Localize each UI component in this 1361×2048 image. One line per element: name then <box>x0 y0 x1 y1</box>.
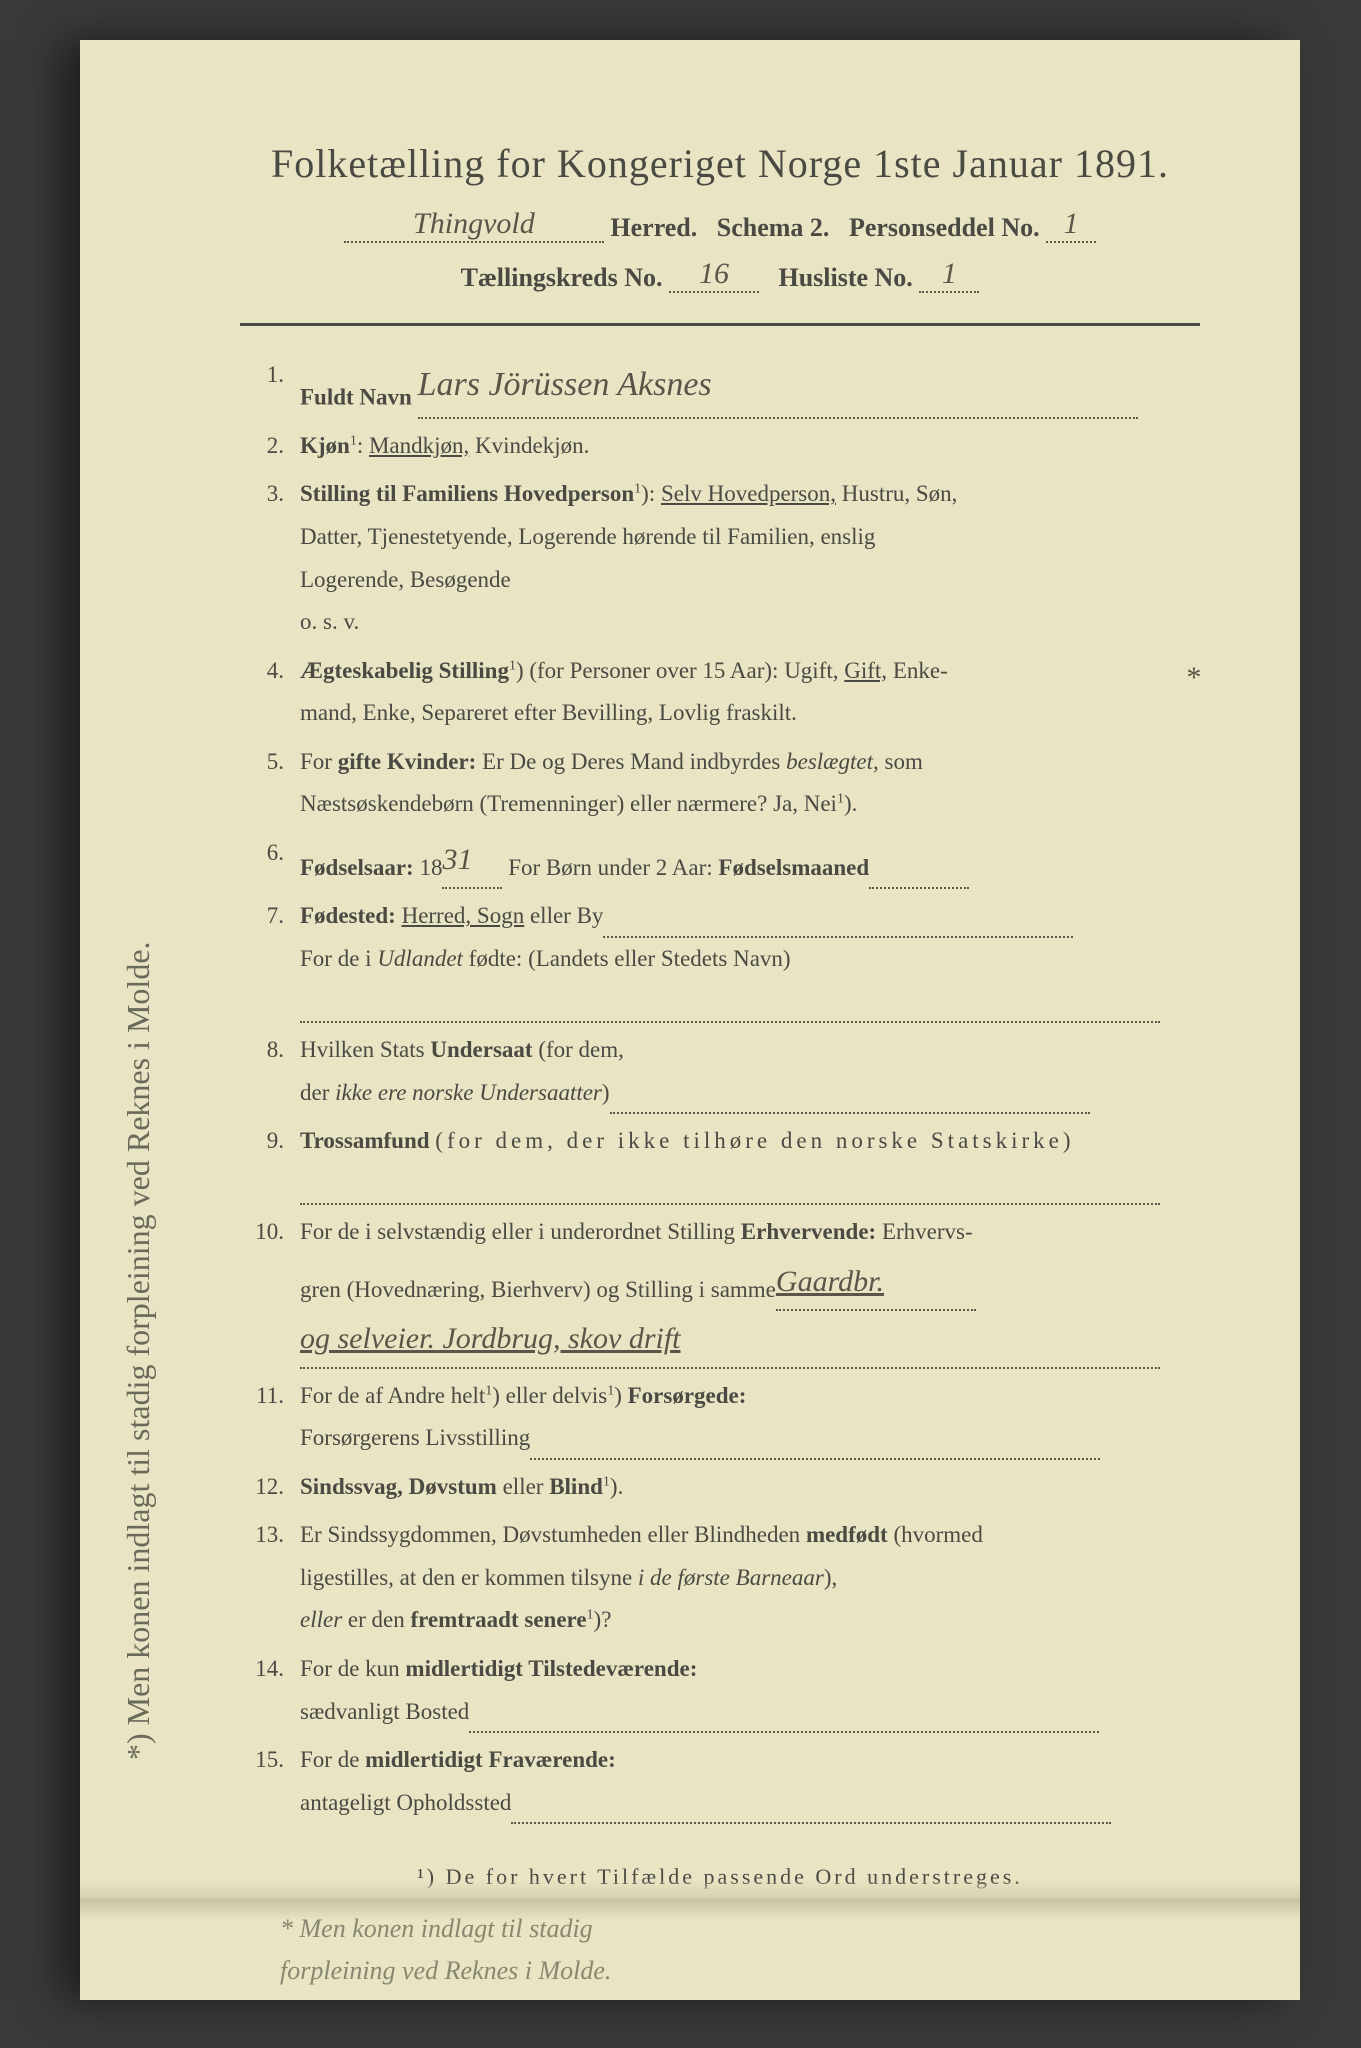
item-num: 2. <box>240 425 300 468</box>
paper-tear <box>80 1880 1300 1920</box>
item-12: 12. Sindssvag, Døvstum eller Blind1). <box>240 1466 1200 1509</box>
item-num: 5. <box>240 741 300 826</box>
kreds-value: 16 <box>699 257 729 290</box>
item-num: 10. <box>240 1211 300 1369</box>
occupation-value-1: Gaardbr. <box>776 1265 884 1298</box>
schema-label: Schema 2. <box>717 213 830 242</box>
item-11: 11. For de af Andre helt1) eller delvis1… <box>240 1375 1200 1460</box>
herred-label: Herred. <box>610 213 697 242</box>
kreds-line: Tællingskreds No. 16 Husliste No. 1 <box>240 257 1200 293</box>
item-9: 9. Trossamfund (for dem, der ikke tilhør… <box>240 1120 1200 1205</box>
item-num: 12. <box>240 1466 300 1509</box>
form-title: Folketælling for Kongeriget Norge 1ste J… <box>240 140 1200 187</box>
herred-line: Thingvold Herred. Schema 2. Personseddel… <box>240 207 1200 243</box>
field-label: Kjøn <box>300 433 350 458</box>
field-label: Stilling til Familiens Hovedperson <box>300 481 634 506</box>
year-value: 31 <box>442 843 472 876</box>
field-label: Fuldt Navn <box>300 384 412 409</box>
item-6: 6. Fødselsaar: 1831 For Børn under 2 Aar… <box>240 832 1200 890</box>
form-body: 1. Fuldt Navn Lars Jörüssen Aksnes 2. Kj… <box>240 354 1200 1824</box>
name-value: Lars Jörüssen Aksnes <box>418 366 712 403</box>
kreds-label: Tællingskreds No. <box>461 263 663 292</box>
item-13: 13. Er Sindssygdommen, Døvstumheden elle… <box>240 1514 1200 1642</box>
selected-option: Mandkjøn, <box>369 433 469 458</box>
form-header: Folketælling for Kongeriget Norge 1ste J… <box>240 140 1200 293</box>
herred-value: Thingvold <box>413 207 535 240</box>
item-num: 6. <box>240 832 300 890</box>
item-10: 10. For de i selvstændig eller i underor… <box>240 1211 1200 1369</box>
asterisk-mark: * <box>1185 650 1200 706</box>
personseddel-label: Personseddel No. <box>849 213 1040 242</box>
margin-handwriting: *) Men konen indlagt til stadig forplein… <box>120 160 180 1760</box>
item-num: 8. <box>240 1029 300 1114</box>
field-label: Trossamfund <box>300 1128 430 1153</box>
item-5: 5. For gifte Kvinder: Er De og Deres Man… <box>240 741 1200 826</box>
occupation-value-2: og selveier. Jordbrug, skov drift <box>300 1322 681 1355</box>
item-num: 15. <box>240 1739 300 1824</box>
item-8: 8. Hvilken Stats Undersaat (for dem, der… <box>240 1029 1200 1114</box>
item-15: 15. For de midlertidigt Fraværende: anta… <box>240 1739 1200 1824</box>
personseddel-value: 1 <box>1064 207 1079 240</box>
item-num: 14. <box>240 1648 300 1733</box>
item-num: 13. <box>240 1514 300 1642</box>
document-page: *) Men konen indlagt til stadig forplein… <box>80 40 1300 2000</box>
field-label: Fødested: <box>300 903 396 928</box>
bottom-handwriting: * Men konen indlagt til stadig forpleini… <box>240 1908 1200 1991</box>
item-4: 4. Ægteskabelig Stilling1) (for Personer… <box>240 650 1200 735</box>
item-num: 7. <box>240 895 300 1023</box>
item-7: 7. Fødested: Herred, Sogn eller By For d… <box>240 895 1200 1023</box>
selected-option: Herred, Sogn <box>402 903 525 928</box>
item-num: 4. <box>240 650 300 735</box>
item-1: 1. Fuldt Navn Lars Jörüssen Aksnes <box>240 354 1200 419</box>
item-2: 2. Kjøn1: Mandkjøn, Kvindekjøn. <box>240 425 1200 468</box>
item-num: 3. <box>240 473 300 643</box>
item-14: 14. For de kun midlertidigt Tilstedevære… <box>240 1648 1200 1733</box>
item-num: 11. <box>240 1375 300 1460</box>
item-3: 3. Stilling til Familiens Hovedperson1):… <box>240 473 1200 643</box>
husliste-value: 1 <box>942 257 957 290</box>
item-num: 9. <box>240 1120 300 1205</box>
item-num: 1. <box>240 354 300 419</box>
selected-option: Selv Hovedperson, <box>661 481 836 506</box>
header-divider <box>240 323 1200 326</box>
husliste-label: Husliste No. <box>778 263 912 292</box>
field-label: Ægteskabelig Stilling <box>300 658 509 683</box>
field-label: Fødselsaar: <box>300 855 414 880</box>
selected-option: Gift, <box>844 658 887 683</box>
